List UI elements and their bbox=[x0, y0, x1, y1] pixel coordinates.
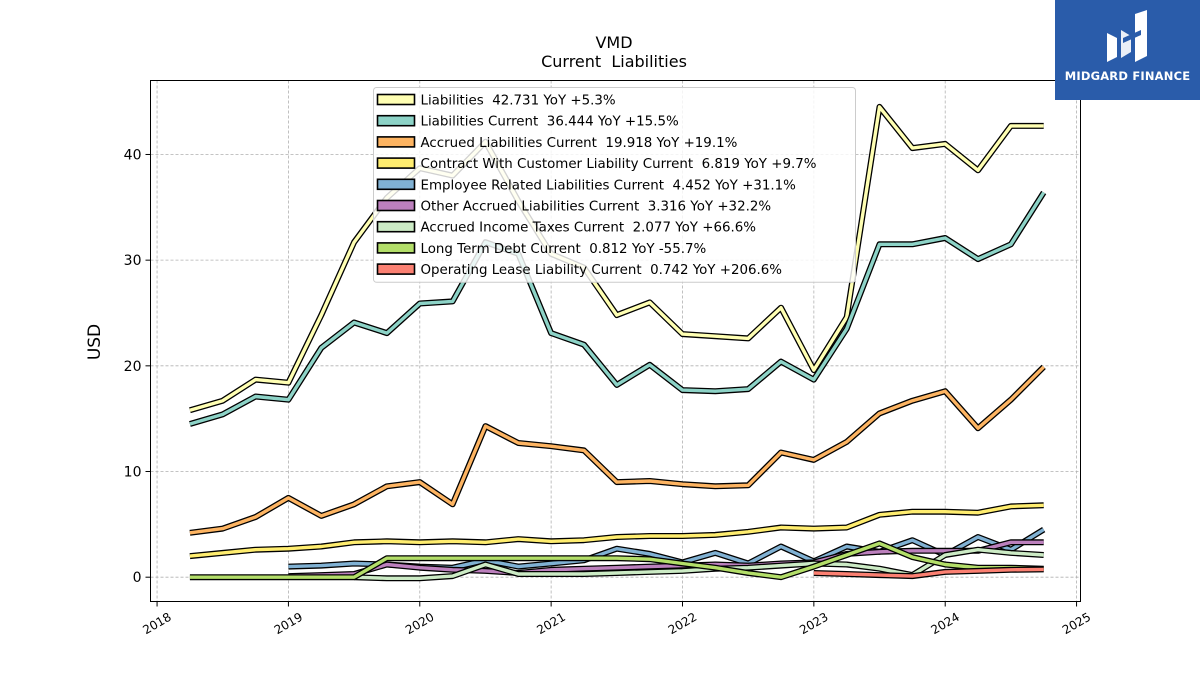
chart-title: VMD bbox=[595, 33, 632, 52]
legend-swatch-2 bbox=[376, 136, 416, 148]
legend-label-4: Employee Related Liabilities Current 4.4… bbox=[421, 178, 796, 193]
x-tick-label: 2020 bbox=[403, 610, 436, 637]
legend-label-2: Accrued Liabilities Current 19.918 YoY +… bbox=[421, 136, 738, 151]
legend-swatch-6 bbox=[376, 220, 416, 233]
y-tick-label: 10 bbox=[124, 465, 142, 481]
series-line-3 bbox=[189, 503, 1044, 558]
legend-label-6: Accrued Income Taxes Current 2.077 YoY +… bbox=[421, 221, 757, 236]
logo-mark-icon bbox=[1107, 10, 1147, 62]
legend-box bbox=[373, 87, 856, 283]
x-tick-label: 2019 bbox=[272, 610, 305, 637]
plot-frame bbox=[150, 80, 1081, 602]
y-tick-label: 30 bbox=[124, 253, 142, 269]
legend-label-5: Other Accrued Liabilities Current 3.316 … bbox=[421, 200, 772, 215]
series-line-6 bbox=[354, 548, 1044, 580]
legend-label-1: Liabilities Current 36.444 YoY +15.5% bbox=[421, 115, 679, 130]
y-axis-label: USD bbox=[85, 324, 105, 360]
legend-label-8: Operating Lease Liability Current 0.742 … bbox=[421, 263, 783, 278]
series-line-5 bbox=[288, 540, 1044, 578]
legend-swatch-1 bbox=[376, 114, 416, 127]
legend-swatch-0 bbox=[376, 93, 416, 106]
series-line-2 bbox=[189, 365, 1045, 535]
legend: Liabilities 42.731 YoY +5.3% Liabilities … bbox=[373, 87, 856, 283]
series-line-8 bbox=[813, 567, 1044, 578]
midgard-finance-logo: MIDGARD FINANCE bbox=[1055, 0, 1200, 100]
y-tick-label: 0 bbox=[133, 570, 142, 586]
series-lines bbox=[189, 103, 1047, 582]
series-outline-2 bbox=[189, 364, 1046, 536]
x-tick-label: 2023 bbox=[797, 610, 830, 637]
logo-text: MIDGARD FINANCE bbox=[1064, 69, 1191, 83]
x-tick-label: 2024 bbox=[928, 610, 961, 637]
legend-label-3: Contract With Customer Liability Current… bbox=[421, 157, 817, 172]
legend-label-7: Long Term Debt Current 0.812 YoY -55.7% bbox=[421, 242, 707, 257]
legend-swatch-4 bbox=[376, 178, 416, 191]
chart-subtitle: Current Liabilities bbox=[541, 52, 687, 71]
x-tick-label: 2025 bbox=[1060, 610, 1093, 637]
legend-swatch-8 bbox=[376, 263, 416, 275]
legend-swatch-7 bbox=[376, 242, 416, 254]
legend-label-0: Liabilities 42.731 YoY +5.3% bbox=[421, 94, 616, 109]
series-line-1 bbox=[189, 191, 1046, 426]
series-line-7 bbox=[189, 541, 1044, 579]
series-line-0 bbox=[189, 105, 1044, 412]
legend-swatch-5 bbox=[376, 199, 416, 212]
legend-swatch-3 bbox=[376, 157, 416, 169]
y-tick-label: 40 bbox=[124, 147, 142, 163]
y-tick-label: 20 bbox=[124, 359, 142, 375]
x-tick-label: 2018 bbox=[140, 610, 173, 637]
x-tick-label: 2021 bbox=[534, 610, 567, 637]
x-tick-label: 2022 bbox=[666, 610, 699, 637]
